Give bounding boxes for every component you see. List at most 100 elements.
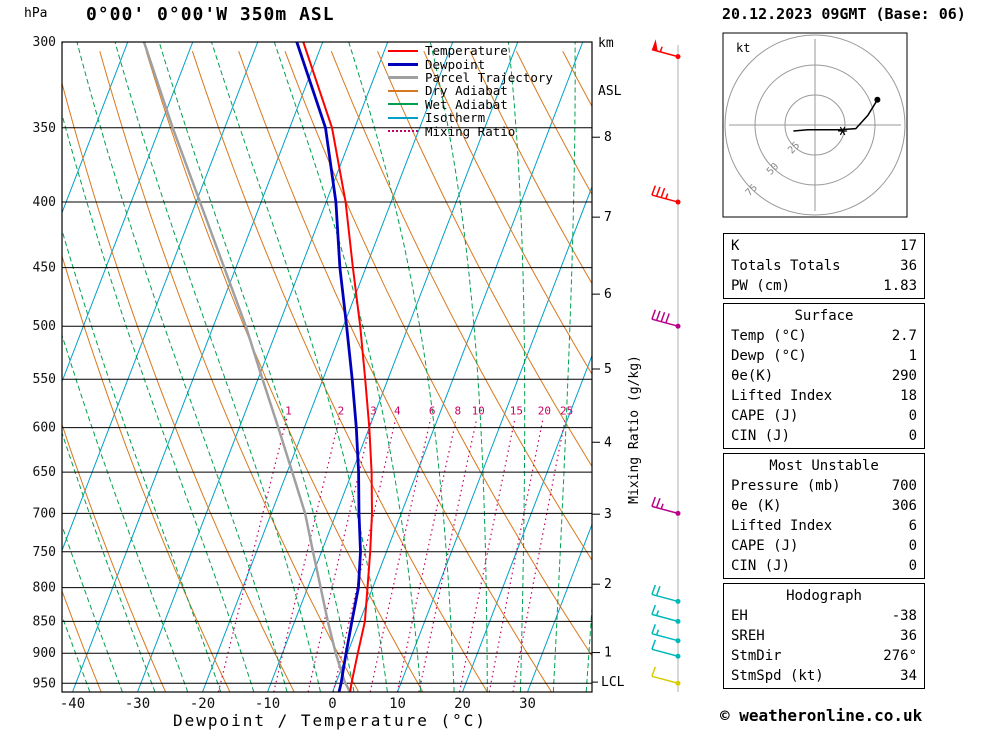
svg-text:10: 10 — [389, 696, 406, 712]
row-label: CIN (J) — [731, 428, 791, 444]
wind-barb — [651, 624, 681, 644]
station-title: 0°00' 0°00'W 350m ASL — [86, 4, 335, 25]
legend-item: Dry Adiabat — [388, 84, 553, 97]
hodograph-unit-label: kt — [736, 41, 751, 55]
table-row: Lifted Index 18 — [731, 386, 917, 406]
row-label: CIN (J) — [731, 558, 791, 574]
row-value: -38 — [891, 608, 917, 624]
wind-barb — [651, 666, 681, 686]
svg-text:1: 1 — [604, 646, 612, 661]
table-row: EH -38 — [731, 606, 917, 626]
legend-item: Isotherm — [388, 111, 553, 124]
row-label: Temp (°C) — [731, 328, 807, 344]
row-value: 17 — [900, 238, 917, 254]
row-label: StmSpd (kt) — [731, 668, 824, 684]
table-title: Hodograph — [786, 588, 862, 604]
svg-text:3: 3 — [604, 507, 612, 522]
wind-barb — [651, 639, 681, 659]
svg-text:4: 4 — [604, 435, 612, 450]
row-value: 0 — [908, 558, 917, 574]
svg-text:400: 400 — [33, 195, 56, 210]
row-label: Lifted Index — [731, 518, 833, 534]
wind-barb — [651, 309, 681, 329]
table-row: StmSpd (kt) 34 — [731, 666, 917, 686]
table-title: Most Unstable — [769, 458, 879, 474]
table-hodograph: Hodograph EH -38 SREH 36 StmDir 276° StmSpd (kt… — [723, 583, 925, 689]
svg-text:10: 10 — [472, 405, 485, 418]
svg-text:550: 550 — [33, 372, 56, 387]
trace-end-dot — [874, 96, 881, 103]
svg-text:5: 5 — [604, 362, 612, 377]
sounding-curves — [142, 42, 374, 692]
temperature-curve — [302, 42, 374, 692]
isotherms — [62, 42, 592, 692]
pressure-unit-label: hPa — [24, 6, 48, 21]
row-value: 36 — [900, 628, 917, 644]
row-label: θe (K) — [731, 498, 782, 514]
table-row: StmDir 276° — [731, 646, 917, 666]
parcel-curve — [142, 42, 352, 692]
row-value: 306 — [891, 498, 917, 514]
svg-text:850: 850 — [33, 614, 56, 629]
row-value: 0 — [908, 428, 917, 444]
legend-item: Wet Adiabat — [388, 98, 553, 111]
legend-swatch — [388, 103, 418, 106]
storm-motion-marker — [839, 126, 846, 136]
wind-barb — [651, 39, 681, 60]
svg-text:300: 300 — [33, 35, 56, 50]
copyright: © weatheronline.co.uk — [720, 706, 923, 725]
row-value: 2.7 — [891, 328, 917, 344]
row-label: SREH — [731, 628, 765, 644]
wet-adiabats — [62, 42, 592, 692]
svg-text:30: 30 — [519, 696, 536, 712]
svg-text:800: 800 — [33, 581, 56, 596]
dewpoint-curve — [295, 42, 362, 692]
legend-item: Temperature — [388, 44, 553, 57]
row-value: 1 — [908, 348, 917, 364]
data-tables: K 17 Totals Totals 36 PW (cm) 1.83 Surface Temp… — [723, 233, 925, 693]
temperature-axis-labels: -40 -30 -20 -10 0 10 20 30 — [60, 696, 536, 712]
legend-swatch — [388, 75, 418, 79]
wind-barb — [651, 185, 681, 205]
svg-text:900: 900 — [33, 646, 56, 661]
table-row: Pressure (mb) 700 — [731, 476, 917, 496]
svg-text:20: 20 — [454, 696, 471, 712]
legend-label: Parcel Trajectory — [425, 69, 553, 85]
mixing-ratio-axis-label: Mixing Ratio (g/kg) — [627, 355, 642, 504]
plot-border — [61, 41, 593, 693]
table-row: CAPE (J) 0 — [731, 406, 917, 426]
row-value: 700 — [891, 478, 917, 494]
svg-text:6: 6 — [429, 405, 436, 418]
hodograph-trace — [793, 99, 879, 132]
svg-text:6: 6 — [604, 287, 612, 302]
legend-swatch — [388, 89, 418, 92]
legend-item: Mixing Ratio — [388, 124, 553, 138]
legend-label: Temperature — [425, 43, 508, 59]
svg-text:700: 700 — [33, 506, 56, 521]
row-label: CAPE (J) — [731, 538, 799, 554]
table-row: CIN (J) 0 — [731, 426, 917, 446]
table-row: θe(K) 290 — [731, 366, 917, 386]
svg-text:4: 4 — [394, 405, 401, 418]
table-row: CIN (J) 0 — [731, 556, 917, 576]
table-row: SREH 36 — [731, 626, 917, 646]
row-value: 1.83 — [883, 278, 917, 294]
svg-text:-20: -20 — [190, 696, 215, 712]
legend-swatch — [388, 49, 418, 52]
legend-label: Dewpoint — [425, 56, 486, 72]
svg-text:8: 8 — [454, 405, 461, 418]
row-label: StmDir — [731, 648, 782, 664]
row-value: 6 — [908, 518, 917, 534]
table-row: θe (K) 306 — [731, 496, 917, 516]
svg-text:-40: -40 — [60, 696, 85, 712]
table-title: Surface — [794, 308, 854, 324]
row-label: Totals Totals — [731, 258, 841, 274]
legend-label: Wet Adiabat — [425, 96, 508, 112]
wind-barb — [651, 584, 681, 604]
hodograph-ring — [754, 64, 876, 186]
row-label: PW (cm) — [731, 278, 791, 294]
legend-swatch — [388, 116, 418, 119]
x-axis-label: Dewpoint / Temperature (°C) — [172, 711, 488, 730]
